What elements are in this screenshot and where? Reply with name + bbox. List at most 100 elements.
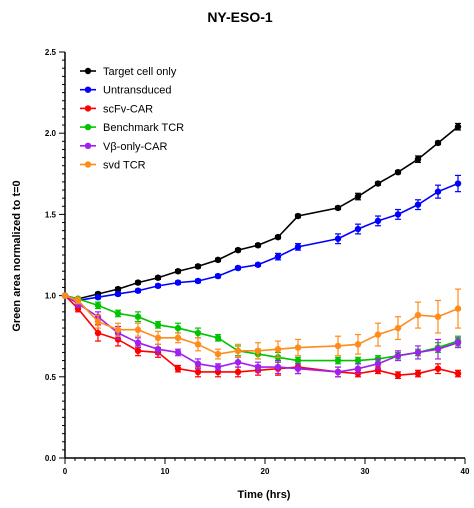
data-point [174,334,182,342]
x-axis-label: Time (hrs) [238,489,291,501]
y-axis-label: Green area normalized to t=0 [11,180,23,331]
data-point [134,347,142,355]
data-point [214,256,222,264]
data-point [194,360,202,368]
data-point [114,290,122,298]
series-layer [61,122,462,380]
data-point [454,370,462,377]
data-point [134,279,142,286]
data-point [234,358,242,366]
data-point [274,253,282,260]
legend-marker [84,67,92,75]
data-point [234,347,242,355]
data-point [334,368,342,376]
legend-label: svd TCR [103,160,146,172]
data-point [334,235,342,242]
data-point [234,246,242,254]
series-5 [61,292,462,378]
data-point [274,363,282,371]
data-point [114,285,122,293]
data-point [254,363,262,371]
x-tick-label: 20 [261,467,270,476]
legend-item: svd TCR [80,160,146,172]
data-point [254,261,262,268]
legend: Target cell only Untransduced scFv-CAR Benc… [80,66,184,172]
legend-marker [84,105,92,112]
series-4 [61,292,462,365]
y-tick-label: 2.5 [45,48,57,57]
data-point [154,334,162,342]
legend-item: Target cell only [80,66,177,78]
legend-marker [84,142,92,149]
x-tick-label: 30 [361,467,370,476]
data-point [374,217,382,225]
data-point [274,345,282,353]
chart-title: NY-ESO-1 [207,9,273,25]
data-point [414,155,422,163]
data-point [194,368,202,376]
data-point [294,357,302,364]
series-line [64,294,459,373]
data-point [394,211,402,218]
data-point [114,326,122,333]
data-point [394,352,402,359]
data-point [414,349,422,356]
data-point [394,371,402,379]
data-point [194,341,202,348]
data-point [294,365,302,372]
data-point [94,302,102,309]
data-point [434,188,442,195]
data-point [394,168,402,176]
legend-label: Untransduced [103,85,172,97]
data-point [454,305,462,312]
data-point [434,365,442,372]
data-point [454,339,462,346]
series-1 [61,122,462,303]
data-point [354,193,362,200]
y-tick-label: 1.0 [45,292,57,301]
data-point [294,344,302,351]
data-point [354,357,362,364]
data-point [234,264,242,272]
data-point [434,345,442,353]
legend-label: Target cell only [103,66,177,78]
data-point [414,370,422,377]
data-point [254,347,262,355]
legend-item: Vβ-only-CAR [80,141,167,153]
data-point [254,242,262,249]
data-point [454,180,462,187]
y-tick-label: 0.5 [45,373,57,382]
data-point [374,360,382,368]
data-point [414,311,422,319]
legend-marker [84,123,92,131]
x-tick-label: 40 [461,467,470,476]
legend-label: scFv-CAR [103,103,153,115]
data-point [214,350,222,358]
data-point [174,279,182,286]
data-point [194,277,202,285]
data-point [334,342,342,350]
data-point [154,345,162,353]
legend-marker [84,86,92,93]
x-tick-label: 10 [161,467,170,476]
data-point [374,331,382,338]
data-point [154,282,162,290]
data-point [61,292,69,299]
data-point [154,274,162,281]
data-point [154,321,162,329]
data-point [134,287,142,294]
data-point [114,310,122,317]
legend-item: Benchmark TCR [80,122,184,134]
data-point [374,180,382,187]
series-6 [61,288,462,360]
data-point [74,297,82,304]
data-point [174,349,182,356]
legend-item: Untransduced [80,85,172,97]
data-point [294,212,302,220]
data-point [414,201,422,208]
legend-label: Benchmark TCR [103,122,184,134]
data-point [354,365,362,372]
data-point [234,368,242,376]
data-point [174,365,182,372]
data-point [434,139,442,147]
